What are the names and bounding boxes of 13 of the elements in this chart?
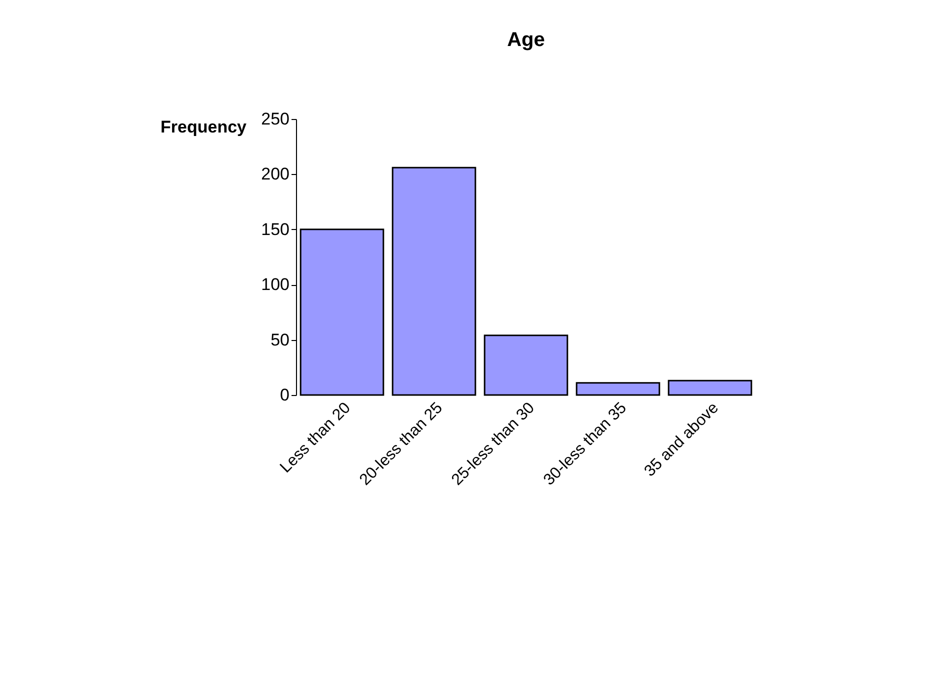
bar bbox=[392, 166, 476, 396]
bar bbox=[484, 334, 568, 396]
chart-title: Age bbox=[507, 29, 545, 51]
bar bbox=[668, 380, 752, 396]
bar bbox=[300, 228, 384, 396]
bar bbox=[576, 382, 660, 396]
y-tick-label: 150 bbox=[261, 220, 290, 239]
y-tick-label: 200 bbox=[261, 164, 290, 184]
y-tick-label: 100 bbox=[261, 275, 290, 294]
y-tick-label: 250 bbox=[261, 110, 290, 128]
y-tick-label: 50 bbox=[270, 330, 290, 350]
y-axis-title: Frequency bbox=[160, 118, 248, 136]
y-tick-label: 0 bbox=[280, 386, 290, 404]
